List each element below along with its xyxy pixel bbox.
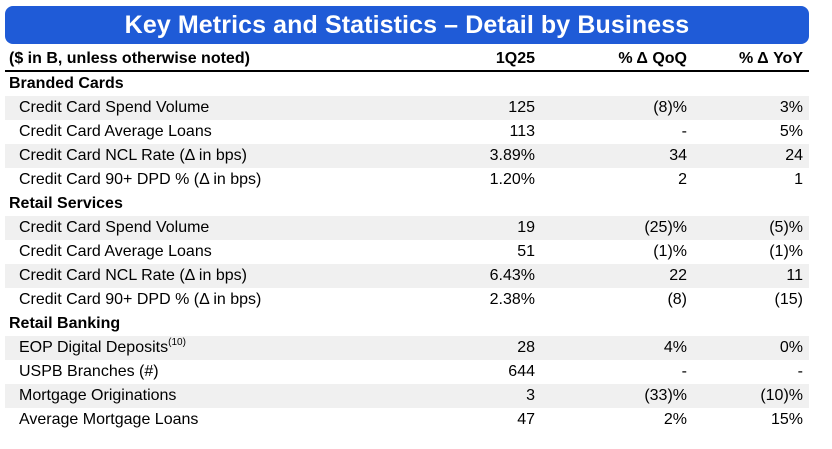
cell-1q25: 125: [437, 96, 540, 120]
cell-qoq: 34: [540, 144, 693, 168]
header-qoq: % Δ QoQ: [540, 47, 693, 72]
header-units-label: ($ in B, unless otherwise noted): [5, 47, 437, 72]
cell-qoq: 2%: [663, 411, 687, 428]
section-spacer: [693, 312, 809, 336]
row-label: EOP Digital Deposits(10): [5, 336, 437, 360]
row-label-text: EOP Digital Deposits: [19, 339, 169, 356]
row-label-text: USPB Branches (#): [19, 363, 159, 380]
cell-yoy: (15): [774, 291, 803, 308]
row-label-text: Credit Card NCL Rate (Δ in bps): [19, 147, 247, 164]
row-label-text: Credit Card 90+ DPD % (Δ in bps): [19, 291, 262, 308]
cell-1q25: 47: [517, 411, 535, 428]
row-label: Credit Card Average Loans: [5, 120, 437, 144]
cell-yoy: (10)%: [693, 384, 809, 408]
row-label-text: Mortgage Originations: [19, 387, 177, 404]
table-row: Credit Card Spend Volume 125 (8)% 3%: [5, 96, 809, 120]
header-yoy: % Δ YoY: [693, 47, 809, 72]
cell-qoq: (8): [667, 291, 687, 308]
cell-yoy: -: [797, 363, 803, 380]
row-label-text: Credit Card 90+ DPD % (Δ in bps): [19, 171, 262, 188]
row-label: Credit Card NCL Rate (Δ in bps): [5, 264, 437, 288]
row-label-text: Credit Card Spend Volume: [19, 99, 210, 116]
table-row: Credit Card 90+ DPD % (Δ in bps) 1.20% 2 1: [5, 168, 809, 192]
cell-yoy: 3%: [693, 96, 809, 120]
cell-qoq: 22: [540, 264, 693, 288]
cell-yoy: 24: [693, 144, 809, 168]
table-row: Average Mortgage Loans 47 2% 15%: [5, 408, 809, 432]
table-row: Mortgage Originations 3 (33)% (10)%: [5, 384, 809, 408]
header-1q25: 1Q25: [437, 47, 540, 72]
row-label-text: Credit Card Average Loans: [19, 243, 212, 260]
footnote-marker: (10): [168, 337, 186, 348]
section-spacer: [540, 71, 693, 96]
metrics-table: ($ in B, unless otherwise noted) 1Q25 % …: [5, 47, 809, 432]
row-label: Credit Card NCL Rate (Δ in bps): [5, 144, 437, 168]
row-label-text: Average Mortgage Loans: [19, 411, 199, 428]
table-row: Credit Card Average Loans 113 - 5%: [5, 120, 809, 144]
section-spacer: [693, 71, 809, 96]
page-title: Key Metrics and Statistics – Detail by B…: [124, 10, 690, 39]
cell-qoq: 2: [678, 171, 687, 188]
cell-qoq: -: [681, 123, 687, 140]
row-label-text: Credit Card Average Loans: [19, 123, 212, 140]
row-label-text: Credit Card Spend Volume: [19, 219, 210, 236]
cell-1q25: 28: [437, 336, 540, 360]
row-label: Credit Card Spend Volume: [5, 96, 437, 120]
section-title: Branded Cards: [9, 75, 124, 92]
cell-1q25: 3.89%: [437, 144, 540, 168]
row-label: Credit Card Average Loans: [5, 240, 437, 264]
cell-yoy: 5%: [779, 123, 803, 140]
table-row: Credit Card Spend Volume 19 (25)% (5)%: [5, 216, 809, 240]
cell-1q25: 2.38%: [489, 291, 535, 308]
cell-qoq: (8)%: [540, 96, 693, 120]
row-label: Credit Card 90+ DPD % (Δ in bps): [5, 168, 437, 192]
table-header-row: ($ in B, unless otherwise noted) 1Q25 % …: [5, 47, 809, 72]
cell-1q25: 19: [437, 216, 540, 240]
section-title: Retail Banking: [9, 315, 121, 332]
cell-yoy: 1: [794, 171, 803, 188]
row-label: Credit Card Spend Volume: [5, 216, 437, 240]
cell-yoy: (5)%: [693, 216, 809, 240]
section-spacer: [437, 312, 540, 336]
cell-yoy: 11: [693, 264, 809, 288]
table-row: Credit Card Average Loans 51 (1)% (1)%: [5, 240, 809, 264]
table-row: Credit Card 90+ DPD % (Δ in bps) 2.38% (8)…: [5, 288, 809, 312]
section-spacer: [693, 192, 809, 216]
row-label: Average Mortgage Loans: [5, 408, 437, 432]
cell-1q25: 51: [517, 243, 535, 260]
row-label-text: Credit Card NCL Rate (Δ in bps): [19, 267, 247, 284]
cell-yoy: 0%: [693, 336, 809, 360]
section-title: Retail Services: [9, 195, 123, 212]
section-row: Retail Services: [5, 192, 809, 216]
row-label: USPB Branches (#): [5, 360, 437, 384]
section-spacer: [540, 192, 693, 216]
cell-1q25: 644: [508, 363, 535, 380]
row-label: Mortgage Originations: [5, 384, 437, 408]
cell-1q25: 1.20%: [489, 171, 535, 188]
cell-qoq: (25)%: [540, 216, 693, 240]
cell-1q25: 6.43%: [437, 264, 540, 288]
cell-1q25: 113: [509, 123, 535, 140]
table-row: Credit Card NCL Rate (Δ in bps) 3.89% 34 24: [5, 144, 809, 168]
section-row: Branded Cards: [5, 71, 809, 96]
table-row: EOP Digital Deposits(10) 28 4% 0%: [5, 336, 809, 360]
cell-qoq: -: [681, 363, 687, 380]
cell-yoy: 15%: [770, 411, 803, 428]
cell-1q25: 3: [437, 384, 540, 408]
cell-qoq: (33)%: [540, 384, 693, 408]
title-banner: Key Metrics and Statistics – Detail by B…: [5, 6, 809, 44]
section-spacer: [437, 71, 540, 96]
section-spacer: [437, 192, 540, 216]
section-spacer: [540, 312, 693, 336]
cell-yoy: (1)%: [769, 243, 803, 260]
row-label: Credit Card 90+ DPD % (Δ in bps): [5, 288, 437, 312]
section-row: Retail Banking: [5, 312, 809, 336]
table-row: USPB Branches (#) 644 - -: [5, 360, 809, 384]
metrics-table-body: ($ in B, unless otherwise noted) 1Q25 % …: [5, 47, 809, 432]
cell-qoq: (1)%: [653, 243, 687, 260]
cell-qoq: 4%: [540, 336, 693, 360]
table-row: Credit Card NCL Rate (Δ in bps) 6.43% 22 11: [5, 264, 809, 288]
